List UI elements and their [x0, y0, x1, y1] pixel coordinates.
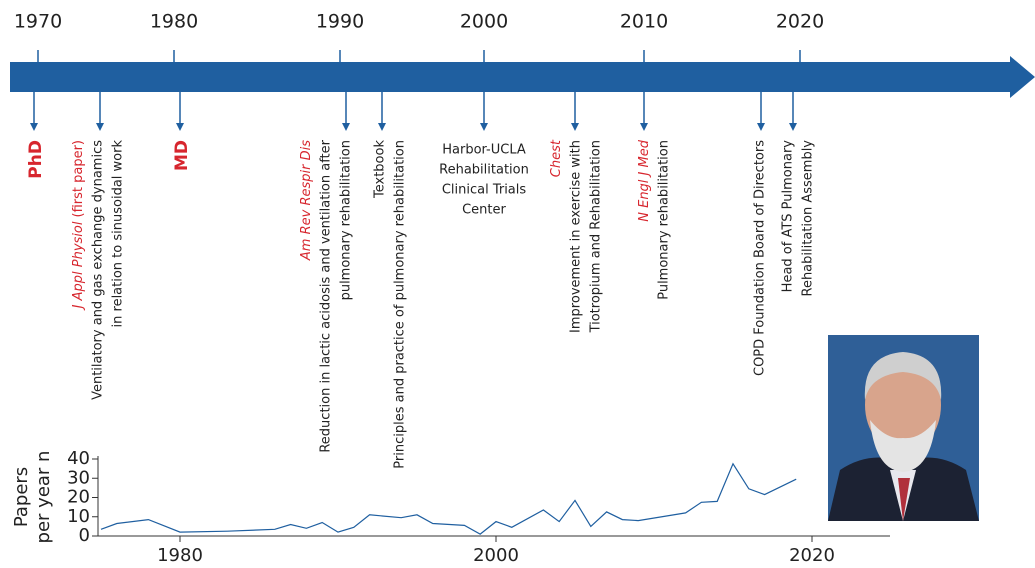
- y-tick-label: 10: [67, 506, 90, 527]
- event-journal: Chest: [549, 139, 564, 177]
- event-text: Reduction in lactic acidosis and ventila…: [319, 139, 334, 452]
- event-text: Rehabilitation: [439, 163, 529, 178]
- page: 1970 1980 1990 2000 2010 2020 PhD J Appl Physio…: [0, 0, 1035, 568]
- event-arrowhead: [96, 123, 104, 131]
- event-text: Center: [462, 203, 506, 218]
- year-label: 1970: [14, 11, 62, 33]
- event-text: Harbor-UCLA: [442, 143, 526, 158]
- event-journal: Am Rev Respir Dis: [299, 140, 314, 261]
- event-arrowhead: [30, 123, 38, 131]
- x-tick-label: 2020: [789, 545, 835, 566]
- x-tick-label: 2000: [473, 545, 519, 566]
- event-arrowhead: [176, 123, 184, 131]
- milestone-label: PhD: [26, 140, 46, 179]
- event-arrowhead: [378, 123, 386, 131]
- event-text: Head of ATS Pulmonary: [781, 140, 796, 293]
- data-line: [101, 464, 796, 534]
- event-text: Tiotropium and Rehabilitation: [589, 140, 604, 333]
- event-arrowhead: [789, 123, 797, 131]
- event-text: Improvement in exercise with: [569, 140, 584, 333]
- event-arrowhead: [480, 123, 488, 131]
- event-text: Ventilatory and gas exchange dynamics: [91, 140, 106, 400]
- event-arrowhead: [342, 123, 350, 131]
- journal-name: Chest: [549, 139, 564, 177]
- event-arrowhead: [640, 123, 648, 131]
- event-text: Rehabilitation Assembly: [801, 140, 816, 297]
- event-text: in relation to sinusoidal work: [111, 140, 126, 328]
- x-tick-label: 1980: [157, 545, 203, 566]
- milestone-label: MD: [172, 140, 192, 171]
- event-text: COPD Foundation Board of Directors: [753, 140, 768, 376]
- event-arrowhead: [757, 123, 765, 131]
- y-tick-label: 20: [67, 487, 90, 508]
- event-journal: J Appl Physiol (first paper): [71, 140, 86, 311]
- journal-name: J Appl Physiol: [71, 221, 86, 311]
- timeline-band: [10, 62, 1015, 92]
- y-tick-label: 0: [79, 525, 90, 546]
- y-axis-label: Papers: [11, 467, 32, 527]
- event-journal: N Engl J Med: [637, 139, 652, 221]
- year-label: 2020: [776, 11, 824, 33]
- year-label: 1990: [316, 11, 364, 33]
- year-label: 2000: [460, 11, 508, 33]
- event-text: Textbook: [373, 140, 388, 199]
- event-text: Principles and practice of pulmonary reh…: [393, 140, 408, 469]
- y-tick-label: 30: [67, 467, 90, 488]
- y-tick-label: 40: [67, 448, 90, 469]
- event-text: pulmonary rehabilitation: [339, 140, 354, 300]
- event-text: Clinical Trials: [442, 183, 527, 198]
- year-label: 2010: [620, 11, 668, 33]
- event-text: Pulmonary rehabilitation: [657, 140, 672, 300]
- timeline-arrowhead: [1010, 56, 1035, 98]
- journal-note: (first paper): [71, 140, 86, 218]
- year-label: 1980: [150, 11, 198, 33]
- event-arrowhead: [571, 123, 579, 131]
- y-axis-label: per year n: [33, 451, 54, 544]
- journal-name: Am Rev Respir Dis: [299, 140, 314, 261]
- journal-name: N Engl J Med: [637, 139, 652, 221]
- portrait: [828, 335, 979, 521]
